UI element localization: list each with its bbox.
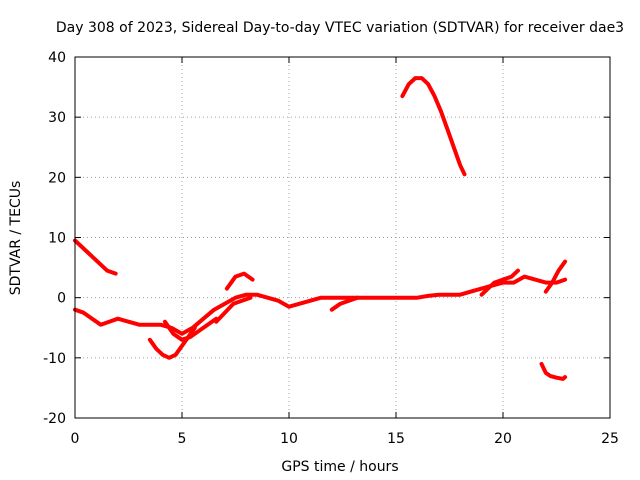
x-tick-label: 10 — [280, 431, 298, 447]
series-segment-5 — [224, 271, 255, 291]
y-tick-label: -20 — [43, 411, 66, 427]
series-segment-1 — [73, 274, 568, 336]
series-segment-2 — [73, 238, 118, 276]
series-segment-9 — [543, 259, 568, 294]
y-tick-label: 0 — [57, 291, 66, 307]
y-tick-label: -10 — [43, 351, 66, 367]
y-axis-label: SDTVAR / TECUs — [8, 181, 24, 296]
x-tick-label: 25 — [601, 431, 619, 447]
series-segment-7 — [329, 295, 360, 312]
series-layer — [73, 76, 568, 381]
x-tick-label: 15 — [387, 431, 405, 447]
series-segment-8 — [479, 268, 520, 297]
series-segment-11 — [539, 361, 568, 381]
x-tick-label: 5 — [178, 431, 187, 447]
y-tick-label: 40 — [48, 50, 66, 66]
series-segment-6 — [214, 295, 253, 324]
tick-labels: 0 5 10 15 20 25 -20 -10 0 10 20 30 40 — [43, 50, 619, 447]
y-tick-label: 20 — [48, 170, 66, 186]
grid-lines — [75, 57, 610, 418]
y-tick-label: 30 — [48, 110, 66, 126]
x-tick-label: 20 — [494, 431, 512, 447]
chart-title: Day 308 of 2023, Sidereal Day-to-day VTE… — [56, 20, 624, 36]
series-segment-4 — [162, 316, 219, 342]
ticks — [74, 56, 611, 419]
x-axis-label: GPS time / hours — [281, 459, 398, 475]
series-segment-10 — [400, 76, 467, 177]
x-tick-label: 0 — [71, 431, 80, 447]
y-tick-label: 10 — [48, 231, 66, 247]
